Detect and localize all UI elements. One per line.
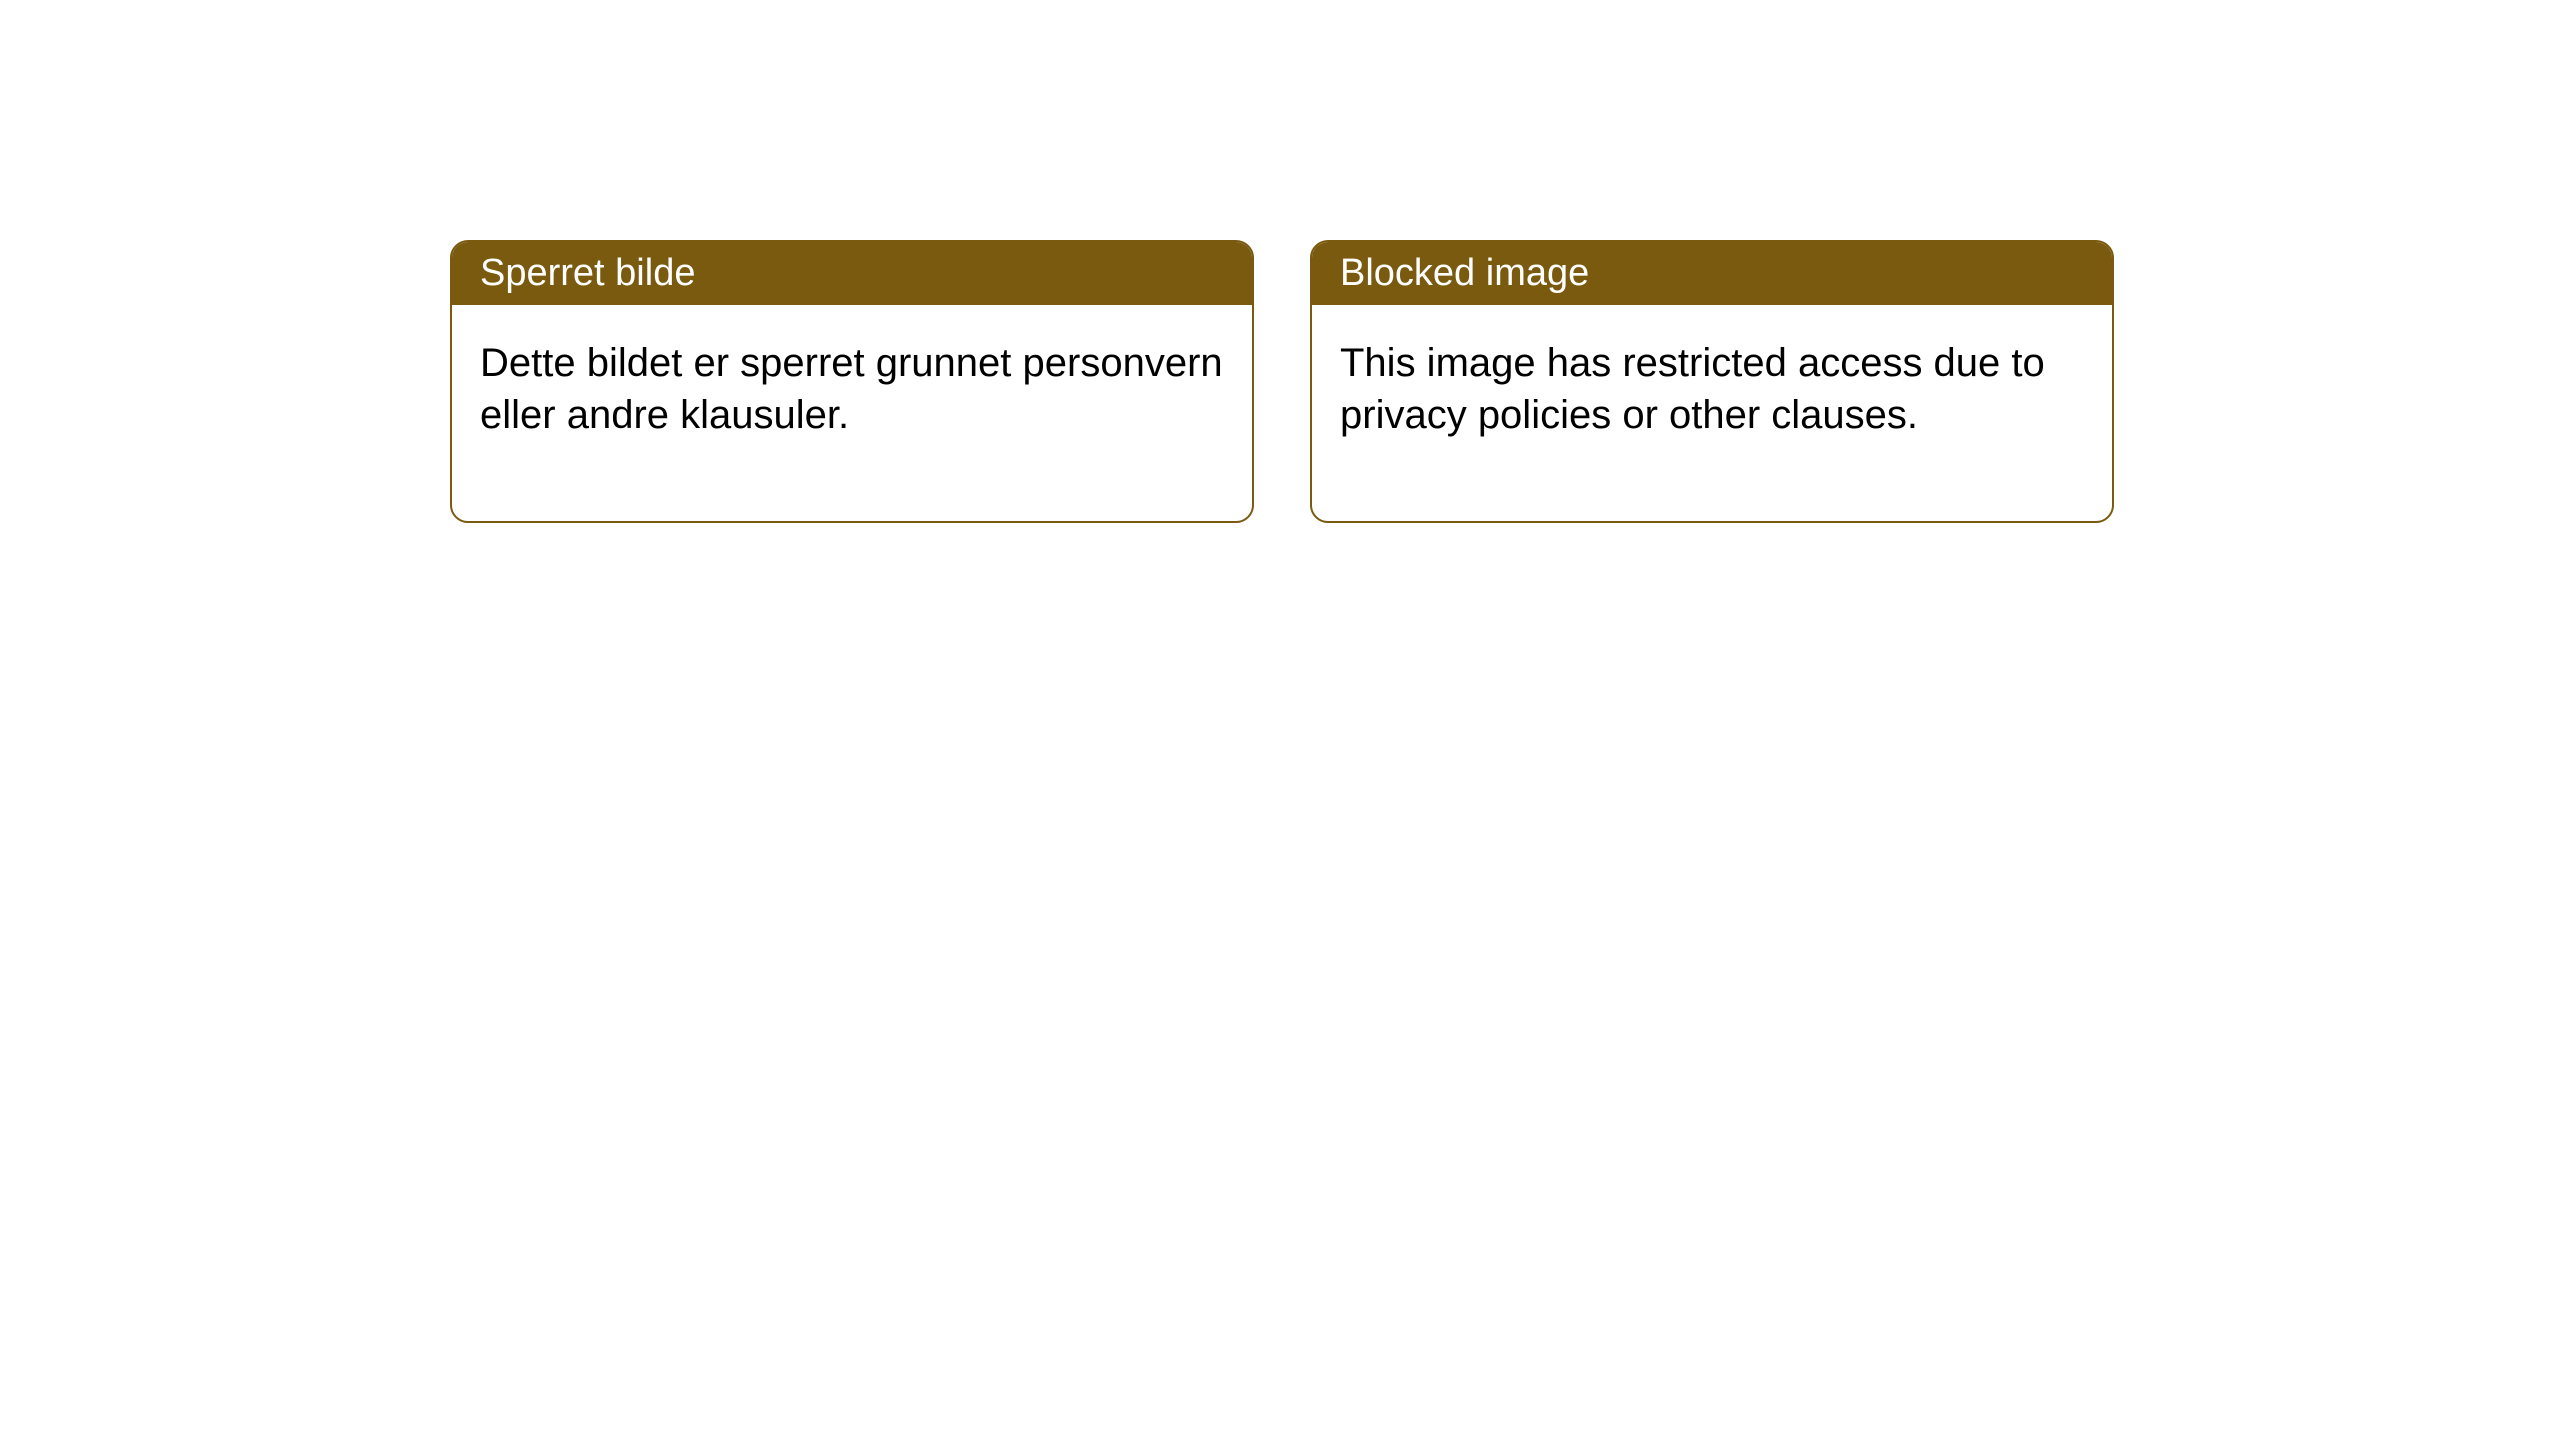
notice-header-no: Sperret bilde	[452, 242, 1252, 305]
notice-card-en: Blocked image This image has restricted …	[1310, 240, 2114, 523]
notice-header-en: Blocked image	[1312, 242, 2112, 305]
notice-body-no: Dette bildet er sperret grunnet personve…	[452, 305, 1252, 521]
notice-card-no: Sperret bilde Dette bildet er sperret gr…	[450, 240, 1254, 523]
notice-container: Sperret bilde Dette bildet er sperret gr…	[450, 240, 2114, 523]
notice-body-en: This image has restricted access due to …	[1312, 305, 2112, 521]
